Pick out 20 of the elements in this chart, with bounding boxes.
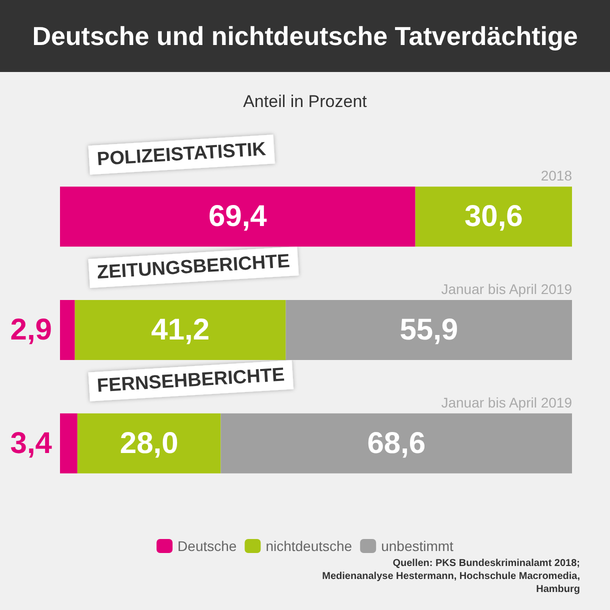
legend-label: Deutsche — [178, 538, 237, 554]
annotation: Januar bis April 2019 — [441, 394, 572, 410]
chart-subtitle: Anteil in Prozent — [242, 92, 368, 112]
data-label: 2,9 — [10, 314, 52, 346]
annotation: Januar bis April 2019 — [441, 281, 572, 297]
data-label: 30,6 — [464, 200, 523, 234]
data-label: 55,9 — [400, 314, 458, 346]
data-label: 28,0 — [120, 426, 178, 460]
y-tick-label: POLIZEISTATISTIK — [96, 139, 267, 170]
data-label: 68,6 — [367, 426, 426, 460]
data-label: 41,2 — [151, 314, 210, 346]
source-note: Quellen: PKS Bundeskriminalamt 2018; Medienanalyse Hestermann, Hochschule Macromedia, Hamburg — [321, 557, 580, 596]
y-tick-label: ZEITUNGSBERICHTE — [96, 250, 290, 284]
annotation: 2018 — [540, 168, 572, 184]
y-tick-label: FERNSEHBERICHTE — [96, 364, 286, 397]
legend-label: nichtdeutsche — [266, 538, 352, 554]
legend-label: unbestimmt — [381, 538, 454, 554]
data-label: 3,4 — [10, 426, 52, 460]
chart-title: Deutsche und nichtdeutsche Tatverdächtige — [0, 0, 610, 72]
data-label: 69,4 — [208, 200, 268, 234]
